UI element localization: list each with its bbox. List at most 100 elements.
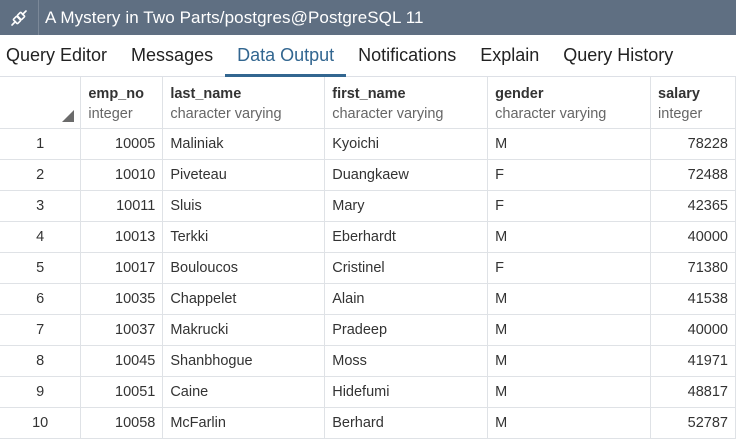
column-name: first_name [332,85,406,102]
table-row[interactable]: 5 10017 Bouloucos Cristinel F 71380 [0,252,736,284]
cell-gender[interactable]: F [487,190,652,222]
cell-first-name[interactable]: Hidefumi [324,376,489,408]
row-number[interactable]: 3 [0,190,82,222]
tab-messages[interactable]: Messages [131,45,214,65]
row-number[interactable]: 10 [0,407,82,439]
cell-last-name[interactable]: Makrucki [162,314,326,346]
cell-salary[interactable]: 72488 [650,159,736,191]
row-number[interactable]: 2 [0,159,82,191]
table-row[interactable]: 9 10051 Caine Hidefumi M 48817 [0,376,736,408]
row-number[interactable]: 1 [0,128,82,160]
table-row[interactable]: 8 10045 Shanbhogue Moss M 41971 [0,345,736,377]
cell-emp-no[interactable]: 10010 [80,159,164,191]
cell-last-name[interactable]: McFarlin [162,407,326,439]
cell-first-name[interactable]: Pradeep [324,314,489,346]
cell-salary[interactable]: 40000 [650,314,736,346]
cell-last-name[interactable]: Terkki [162,221,326,253]
tab-explain[interactable]: Explain [480,45,540,65]
tab-data-output[interactable]: Data Output [225,35,347,77]
result-tabs: Query Editor Messages Data Output Notifi… [0,35,736,77]
cell-last-name[interactable]: Caine [162,376,326,408]
cell-emp-no[interactable]: 10035 [80,283,164,315]
cell-first-name[interactable]: Duangkaew [324,159,489,191]
window-titlebar: A Mystery in Two Parts/postgres@PostgreS… [0,0,736,35]
cell-salary[interactable]: 52787 [650,407,736,439]
cell-emp-no[interactable]: 10058 [80,407,164,439]
cell-emp-no[interactable]: 10005 [80,128,164,160]
cell-last-name[interactable]: Bouloucos [162,252,326,284]
cell-first-name[interactable]: Alain [324,283,489,315]
cell-gender[interactable]: F [487,159,652,191]
cell-gender[interactable]: M [487,283,652,315]
cell-emp-no[interactable]: 10045 [80,345,164,377]
column-header-gender[interactable]: gender character varying [487,77,652,129]
column-type: integer [88,105,133,122]
results-table: emp_no integer last_name character varyi… [0,77,736,439]
row-number[interactable]: 4 [0,221,82,253]
cell-salary[interactable]: 78228 [650,128,736,160]
table-row[interactable]: 1 10005 Maliniak Kyoichi M 78228 [0,128,736,160]
cell-first-name[interactable]: Eberhardt [324,221,489,253]
select-all-corner[interactable] [0,77,82,129]
header-row: emp_no integer last_name character varyi… [0,77,736,129]
cell-salary[interactable]: 71380 [650,252,736,284]
table-row[interactable]: 10 10058 McFarlin Berhard M 52787 [0,407,736,439]
cell-first-name[interactable]: Cristinel [324,252,489,284]
cell-last-name[interactable]: Sluis [162,190,326,222]
table-row[interactable]: 7 10037 Makrucki Pradeep M 40000 [0,314,736,346]
cell-gender[interactable]: M [487,407,652,439]
cell-last-name[interactable]: Maliniak [162,128,326,160]
cell-first-name[interactable]: Moss [324,345,489,377]
tab-query-editor[interactable]: Query Editor [6,45,108,65]
column-type: character varying [170,105,282,122]
tab-query-history[interactable]: Query History [563,45,674,65]
cell-first-name[interactable]: Berhard [324,407,489,439]
cell-salary[interactable]: 41538 [650,283,736,315]
tab-notifications[interactable]: Notifications [358,45,457,65]
cell-emp-no[interactable]: 10037 [80,314,164,346]
column-name: gender [495,85,544,102]
row-number[interactable]: 8 [0,345,82,377]
cell-last-name[interactable]: Chappelet [162,283,326,315]
table-row[interactable]: 3 10011 Sluis Mary F 42365 [0,190,736,222]
table-row[interactable]: 4 10013 Terkki Eberhardt M 40000 [0,221,736,253]
column-name: salary [658,85,700,102]
table-row[interactable]: 6 10035 Chappelet Alain M 41538 [0,283,736,315]
cell-emp-no[interactable]: 10013 [80,221,164,253]
cell-last-name[interactable]: Piveteau [162,159,326,191]
column-header-first-name[interactable]: first_name character varying [324,77,489,129]
row-number[interactable]: 9 [0,376,82,408]
column-name: emp_no [88,85,144,102]
cell-gender[interactable]: M [487,345,652,377]
row-number[interactable]: 6 [0,283,82,315]
cell-salary[interactable]: 42365 [650,190,736,222]
cell-first-name[interactable]: Mary [324,190,489,222]
cell-gender[interactable]: F [487,252,652,284]
column-header-emp-no[interactable]: emp_no integer [80,77,164,129]
cell-salary[interactable]: 41971 [650,345,736,377]
data-output-grid: emp_no integer last_name character varyi… [0,77,736,444]
window-title: A Mystery in Two Parts/postgres@PostgreS… [45,7,424,27]
titlebar-separator [38,0,39,35]
cell-emp-no[interactable]: 10011 [80,190,164,222]
select-all-triangle-icon [62,110,75,122]
cell-gender[interactable]: M [487,128,652,160]
connection-plug-icon[interactable] [4,0,34,35]
cell-emp-no[interactable]: 10017 [80,252,164,284]
cell-emp-no[interactable]: 10051 [80,376,164,408]
cell-gender[interactable]: M [487,314,652,346]
cell-first-name[interactable]: Kyoichi [324,128,489,160]
column-header-salary[interactable]: salary integer [650,77,736,129]
table-row[interactable]: 2 10010 Piveteau Duangkaew F 72488 [0,159,736,191]
row-number[interactable]: 7 [0,314,82,346]
column-name: last_name [170,85,242,102]
cell-salary[interactable]: 40000 [650,221,736,253]
column-header-last-name[interactable]: last_name character varying [162,77,326,129]
cell-gender[interactable]: M [487,221,652,253]
cell-gender[interactable]: M [487,376,652,408]
column-type: character varying [332,105,444,122]
cell-salary[interactable]: 48817 [650,376,736,408]
cell-last-name[interactable]: Shanbhogue [162,345,326,377]
column-type: integer [658,105,703,122]
row-number[interactable]: 5 [0,252,82,284]
